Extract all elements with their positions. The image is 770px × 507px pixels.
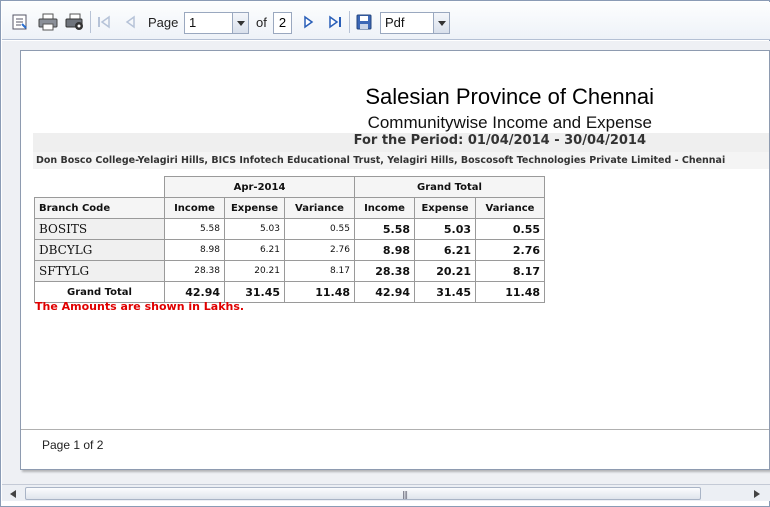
report-viewport[interactable]: Salesian Province of Chennai Communitywi…: [2, 41, 770, 484]
cell: 31.45: [414, 281, 476, 303]
column-header: Variance: [475, 197, 545, 219]
report-page: Salesian Province of Chennai Communitywi…: [20, 50, 770, 470]
page-footer: Page 1 of 2: [21, 429, 769, 452]
toolbar-separator: [349, 11, 350, 33]
export-format-select[interactable]: Pdf: [380, 12, 450, 34]
table-row: BOSITS 5.58 5.03 0.55 5.58 5.03 0.55: [34, 218, 545, 240]
cell: 0.55: [475, 218, 545, 240]
previous-page-icon[interactable]: [120, 12, 140, 32]
report-period: For the Period: 01/04/2014 - 30/04/2014: [33, 133, 769, 152]
cell: 11.48: [475, 281, 545, 303]
grand-total-row: Grand Total 42.94 31.45 11.48 42.94 31.4…: [34, 281, 545, 303]
toolbar-separator: [90, 11, 91, 33]
report-title: Salesian Province of Chennai: [365, 84, 654, 109]
cell: 20.21: [414, 260, 476, 282]
dropdown-arrow-icon[interactable]: [433, 13, 449, 33]
page-number-value: 1: [189, 15, 197, 30]
amounts-note: The Amounts are shown in Lakhs.: [35, 300, 245, 313]
column-header: Income: [354, 197, 415, 219]
report-subtitle: Communitywise Income and Expense: [367, 113, 652, 132]
branch-code-header: Branch Code: [34, 197, 165, 219]
group-header: Apr-2014: [164, 176, 355, 198]
column-header: Income: [164, 197, 225, 219]
cell: 8.98: [354, 239, 415, 261]
page-label: Page: [148, 15, 179, 30]
table-row: SFTYLG 28.38 20.21 8.17 28.38 20.21 8.17: [34, 260, 545, 282]
blank-cell: [35, 177, 165, 198]
branch-code: DBCYLG: [34, 239, 165, 261]
first-page-icon[interactable]: [94, 12, 114, 32]
cell: 28.38: [164, 260, 225, 282]
group-header: Grand Total: [354, 176, 545, 198]
total-pages: 2: [273, 12, 292, 34]
document-map-icon[interactable]: [10, 12, 30, 32]
cell: 8.98: [164, 239, 225, 261]
cell: 8.17: [284, 260, 355, 282]
branch-code: BOSITS: [34, 218, 165, 240]
table-row: DBCYLG 8.98 6.21 2.76 8.98 6.21 2.76: [34, 239, 545, 261]
column-header: Variance: [284, 197, 355, 219]
cell: 5.03: [224, 218, 285, 240]
cell: 5.58: [354, 218, 415, 240]
of-label: of: [256, 15, 267, 30]
scroll-right-icon[interactable]: [750, 487, 764, 500]
dropdown-arrow-icon[interactable]: [232, 13, 248, 33]
page-setup-icon[interactable]: [65, 12, 85, 32]
scrollbar-grip: |||: [402, 490, 408, 499]
cell: 20.21: [224, 260, 285, 282]
page-footer-text: Page 1 of 2: [42, 438, 104, 452]
cell: 5.03: [414, 218, 476, 240]
page-number-input[interactable]: 1: [184, 12, 249, 34]
cell: 2.76: [284, 239, 355, 261]
cell: 31.45: [224, 281, 285, 303]
last-page-icon[interactable]: [325, 12, 345, 32]
grand-total-label: Grand Total: [34, 281, 165, 303]
cell: 28.38: [354, 260, 415, 282]
export-format-value: Pdf: [385, 15, 405, 30]
cell: 11.48: [284, 281, 355, 303]
scroll-left-icon[interactable]: [6, 487, 20, 500]
next-page-icon[interactable]: [299, 12, 319, 32]
branch-code: SFTYLG: [34, 260, 165, 282]
scrollbar-thumb[interactable]: |||: [25, 487, 701, 500]
cell: 6.21: [224, 239, 285, 261]
column-header: Expense: [224, 197, 285, 219]
report-table: Apr-2014 Grand Total Branch Code Income …: [34, 176, 545, 303]
horizontal-scrollbar[interactable]: |||: [2, 484, 770, 501]
report-entities: Don Bosco College-Yelagiri Hills, BICS I…: [33, 152, 769, 169]
column-header: Expense: [414, 197, 476, 219]
cell: 6.21: [414, 239, 476, 261]
print-icon[interactable]: [38, 12, 58, 32]
cell: 2.76: [475, 239, 545, 261]
save-icon[interactable]: [354, 12, 374, 32]
cell: 8.17: [475, 260, 545, 282]
cell: 42.94: [164, 281, 225, 303]
cell: 5.58: [164, 218, 225, 240]
cell: 0.55: [284, 218, 355, 240]
toolbar: Page 1 of 2 Pdf: [2, 2, 770, 40]
cell: 42.94: [354, 281, 415, 303]
